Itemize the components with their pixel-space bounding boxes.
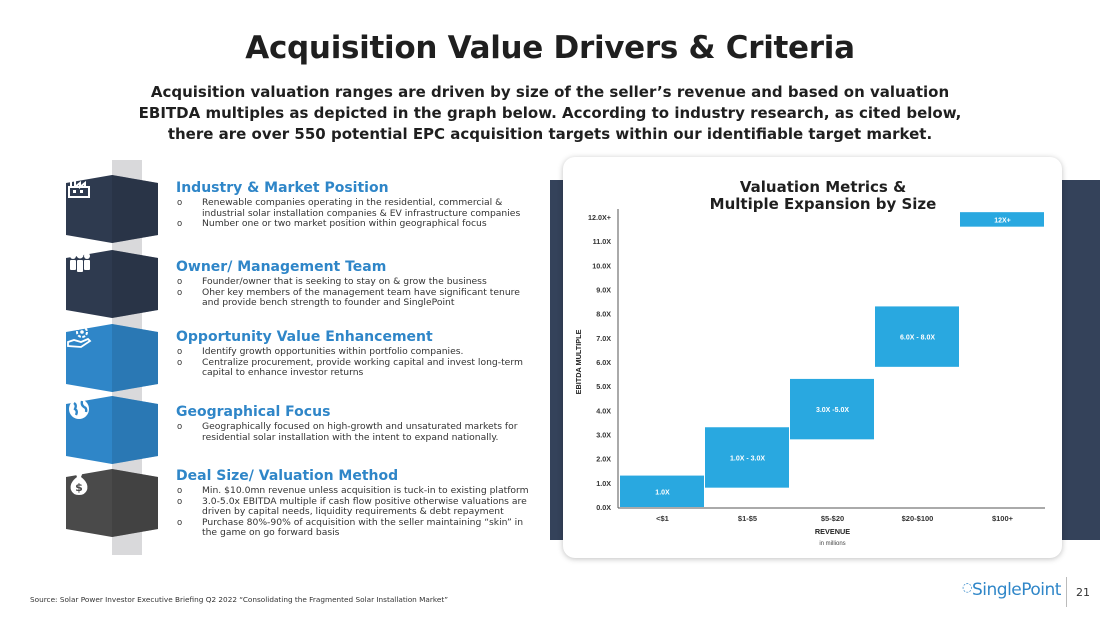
gear-hand-icon (66, 324, 158, 392)
x-tick-label: $5-$20 (821, 514, 844, 523)
section-bullets: Identify growth opportunities within por… (176, 346, 536, 379)
criteria-section-1: Industry & Market PositionRenewable comp… (176, 180, 536, 230)
range-label: 3.0X -5.0X (816, 407, 849, 414)
range-bar (705, 427, 789, 488)
section-heading: Deal Size/ Valuation Method (176, 468, 399, 484)
y-tick-label: 1.0X (596, 479, 611, 488)
section-heading: Geographical Focus (176, 404, 331, 420)
y-tick-label: 7.0X (596, 334, 611, 343)
range-label: 6.0X - 8.0X (900, 335, 935, 342)
source-note: Source: Solar Power Investor Executive B… (30, 595, 448, 604)
section-hex-5: $ (66, 469, 158, 537)
range-bar (960, 212, 1044, 227)
y-axis-title: EBITDA MULTIPLE (574, 329, 583, 394)
x-axis-note: in millions (819, 541, 845, 547)
section-hex-4 (66, 396, 158, 464)
chart-card: Valuation Metrics & Multiple Expansion b… (563, 157, 1062, 558)
section-heading: Industry & Market Position (176, 180, 389, 196)
range-label: 12X+ (994, 217, 1011, 224)
money-bag-icon: $ (66, 469, 158, 537)
bullet-item: Min. $10.0mn revenue unless acquisition … (176, 485, 536, 497)
singlepoint-logo: ◌SinglePoint (962, 580, 1061, 600)
bullet-item: 3.0-5.0x EBITDA multiple if cash flow po… (176, 496, 536, 518)
range-label: 1.0X - 3.0X (730, 455, 765, 462)
range-bar (620, 475, 704, 507)
bullet-item: Oher key members of the management team … (176, 287, 536, 309)
x-axis-title: REVENUE (815, 527, 850, 536)
y-tick-label: 11.0X (593, 237, 612, 246)
criteria-section-3: Opportunity Value EnhancementIdentify gr… (176, 329, 536, 379)
section-bullets: Geographically focused on high-growth an… (176, 421, 536, 443)
page-subtitle: Acquisition valuation ranges are driven … (138, 83, 962, 143)
criteria-section-4: Geographical FocusGeographically focused… (176, 404, 536, 443)
logo-text: SinglePoint (971, 580, 1061, 600)
x-tick-label: $1-$5 (738, 514, 757, 523)
y-tick-label: 6.0X (596, 358, 611, 367)
footer-divider (1066, 577, 1067, 607)
criteria-section-2: Owner/ Management TeamFounder/owner that… (176, 259, 536, 309)
chart-title: Valuation Metrics & Multiple Expansion b… (709, 178, 937, 213)
valuation-chart: 0.0X 1.0X 2.0X 3.0X 4.0X 5.0X 6.0X 7.0X 8.0X 9.0X… (574, 209, 1045, 547)
section-bullets: Renewable companies operating in the res… (176, 197, 536, 230)
section-heading: Opportunity Value Enhancement (176, 329, 433, 345)
y-tick-label: 8.0X (596, 310, 611, 319)
page-title: Acquisition Value Drivers & Criteria (245, 30, 855, 66)
criteria-section-5: Deal Size/ Valuation MethodMin. $10.0mn … (176, 468, 536, 539)
bullet-item: Purchase 80%-90% of acquisition with the… (176, 517, 536, 539)
bullet-item: Founder/owner that is seeking to stay on… (176, 276, 536, 288)
section-bullets: Founder/owner that is seeking to stay on… (176, 276, 536, 309)
logo-mark-icon: ◌ (962, 580, 972, 594)
factory-icon (66, 175, 158, 243)
team-icon (66, 250, 158, 318)
bullet-item: Geographically focused on high-growth an… (176, 421, 536, 443)
y-tick-label: 4.0X (596, 406, 611, 415)
globe-icon (66, 396, 158, 464)
range-bar (790, 378, 874, 440)
x-tick-label: <$1 (656, 514, 669, 523)
x-tick-label: $20-$100 (902, 514, 934, 523)
section-hex-1 (66, 175, 158, 243)
bullet-item: Identify growth opportunities within por… (176, 346, 536, 358)
section-hex-3 (66, 324, 158, 392)
range-label: 1.0X (655, 489, 670, 496)
page-number: 21 (1076, 586, 1090, 599)
y-tick-label: 2.0X (596, 455, 611, 464)
y-tick-label: 0.0X (596, 503, 611, 512)
svg-text:$: $ (75, 481, 83, 494)
y-tick-label: 9.0X (596, 286, 611, 295)
section-hex-2 (66, 250, 158, 318)
bullet-item: Number one or two market position within… (176, 219, 536, 230)
y-tick-label: 12.0X+ (588, 213, 611, 222)
x-tick-label: $100+ (992, 514, 1014, 523)
y-tick-label: 10.0X (592, 261, 611, 270)
y-tick-label: 5.0X (596, 382, 611, 391)
section-heading: Owner/ Management Team (176, 259, 387, 275)
bullet-item: Centralize procurement, provide working … (176, 357, 536, 379)
bullet-item: Renewable companies operating in the res… (176, 197, 536, 219)
y-tick-label: 3.0X (596, 431, 611, 440)
range-bar (875, 306, 959, 367)
section-bullets: Min. $10.0mn revenue unless acquisition … (176, 485, 536, 539)
